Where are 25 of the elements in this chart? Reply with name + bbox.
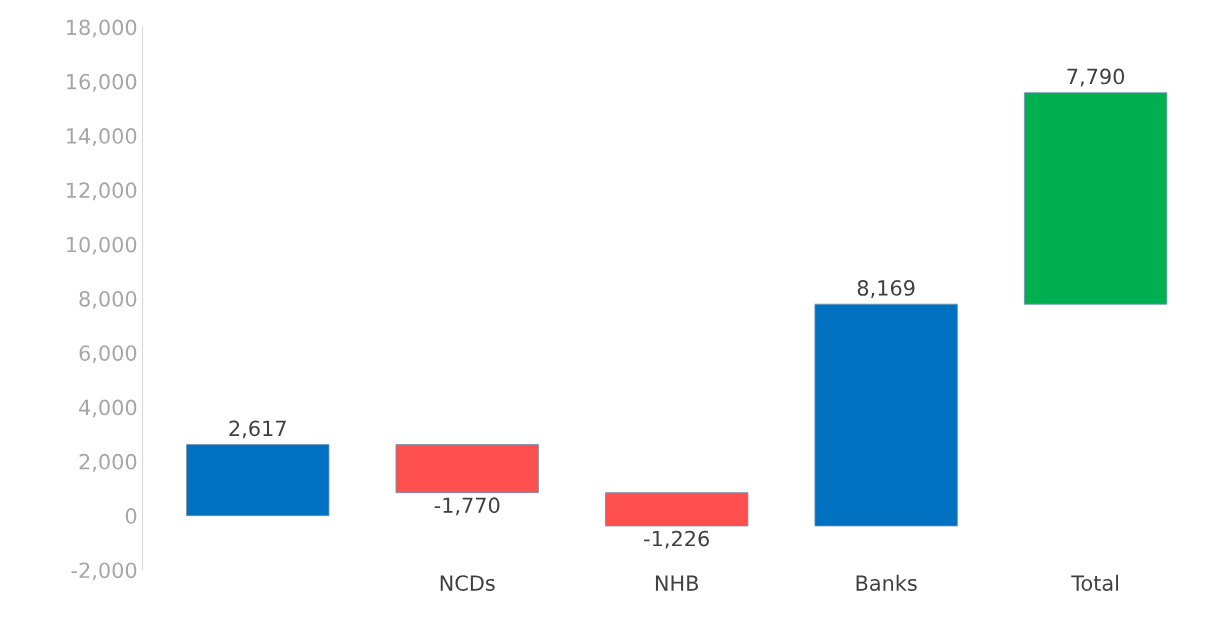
data-label: 7,790 [1067,68,1125,87]
y-tick-label: 8,000 [79,290,137,309]
x-tick-label: Total [1071,574,1118,591]
y-tick-label: 2,000 [79,453,137,472]
y-tick-label: -2,000 [71,562,137,581]
bar [186,444,330,517]
data-label: 8,169 [857,280,915,298]
x-tick-label: Banks [856,574,917,591]
y-tick-label: 18,000 [67,19,137,38]
y-tick-label: 14,000 [67,128,137,146]
y-tick-label: 12,000 [67,182,137,201]
y-tick-label: 4,000 [79,399,137,418]
bar [395,444,539,494]
data-label: -1,226 [644,530,709,549]
data-label: -1,770 [434,497,500,516]
y-tick-label: 16,000 [67,73,137,92]
y-tick-label: 0 [125,508,137,524]
x-tick-label: NCDs [440,575,495,591]
bar [605,492,749,527]
bar [814,303,958,527]
bar [1023,92,1168,305]
y-tick-label: 10,000 [67,236,137,255]
x-tick-label: NHB [655,575,698,591]
y-tick-label: 6,000 [79,345,137,364]
data-label: 2,617 [229,420,286,439]
